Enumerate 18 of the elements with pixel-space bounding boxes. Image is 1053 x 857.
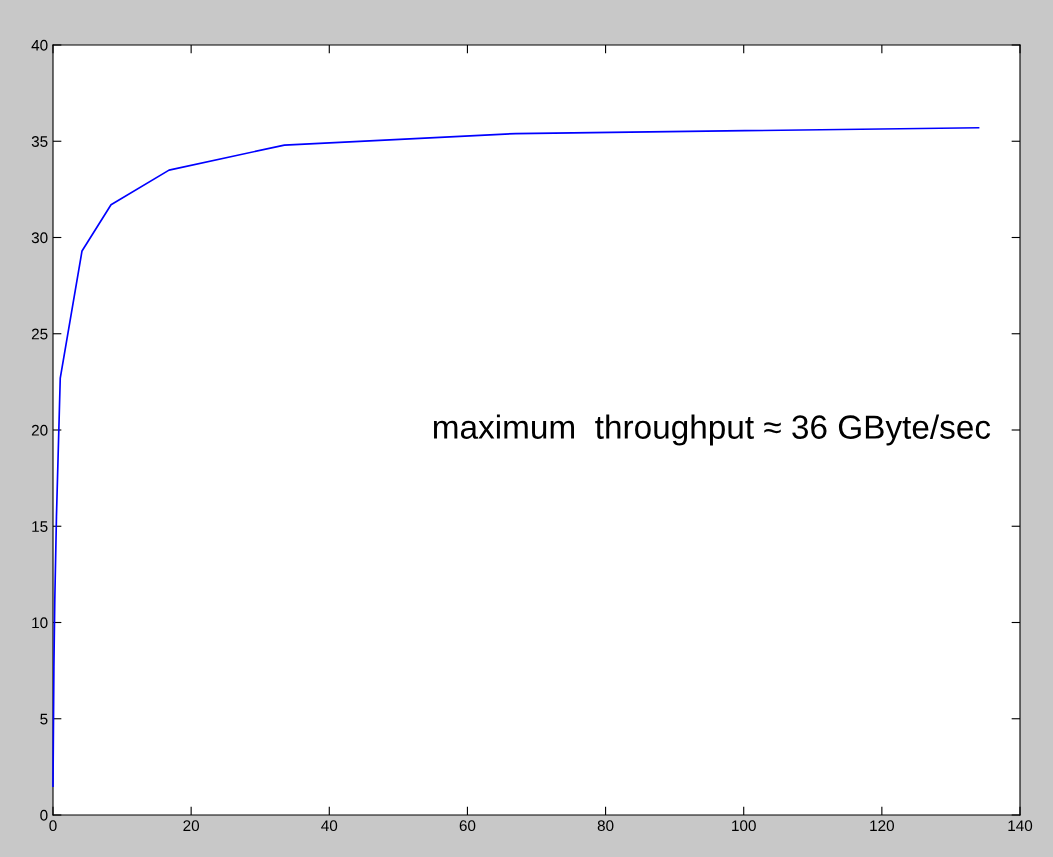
x-tick-label: 80 <box>597 820 614 832</box>
x-tick-label: 140 <box>1008 820 1033 832</box>
y-tick-label: 0 <box>40 809 48 821</box>
y-tick-label: 20 <box>31 424 48 436</box>
x-tick-label: 100 <box>732 820 756 832</box>
annotation: maximum throughput ≈ 36 GByte/sec <box>433 414 991 446</box>
y-tick-label: 5 <box>40 713 48 725</box>
y-tick-label: 25 <box>31 328 48 340</box>
x-tick-label: 20 <box>183 820 200 832</box>
x-tick-label: 60 <box>459 820 476 832</box>
x-tick-label: 40 <box>321 820 338 832</box>
y-tick-label: 40 <box>31 39 48 51</box>
y-tick-label: 10 <box>32 617 48 629</box>
y-tick-label: 15 <box>32 521 48 532</box>
x-tick-label: 0 <box>49 820 57 832</box>
y-tick-label: 35 <box>31 136 48 147</box>
y-tick-label: 30 <box>31 232 48 244</box>
x-tick-label: 120 <box>870 820 895 832</box>
